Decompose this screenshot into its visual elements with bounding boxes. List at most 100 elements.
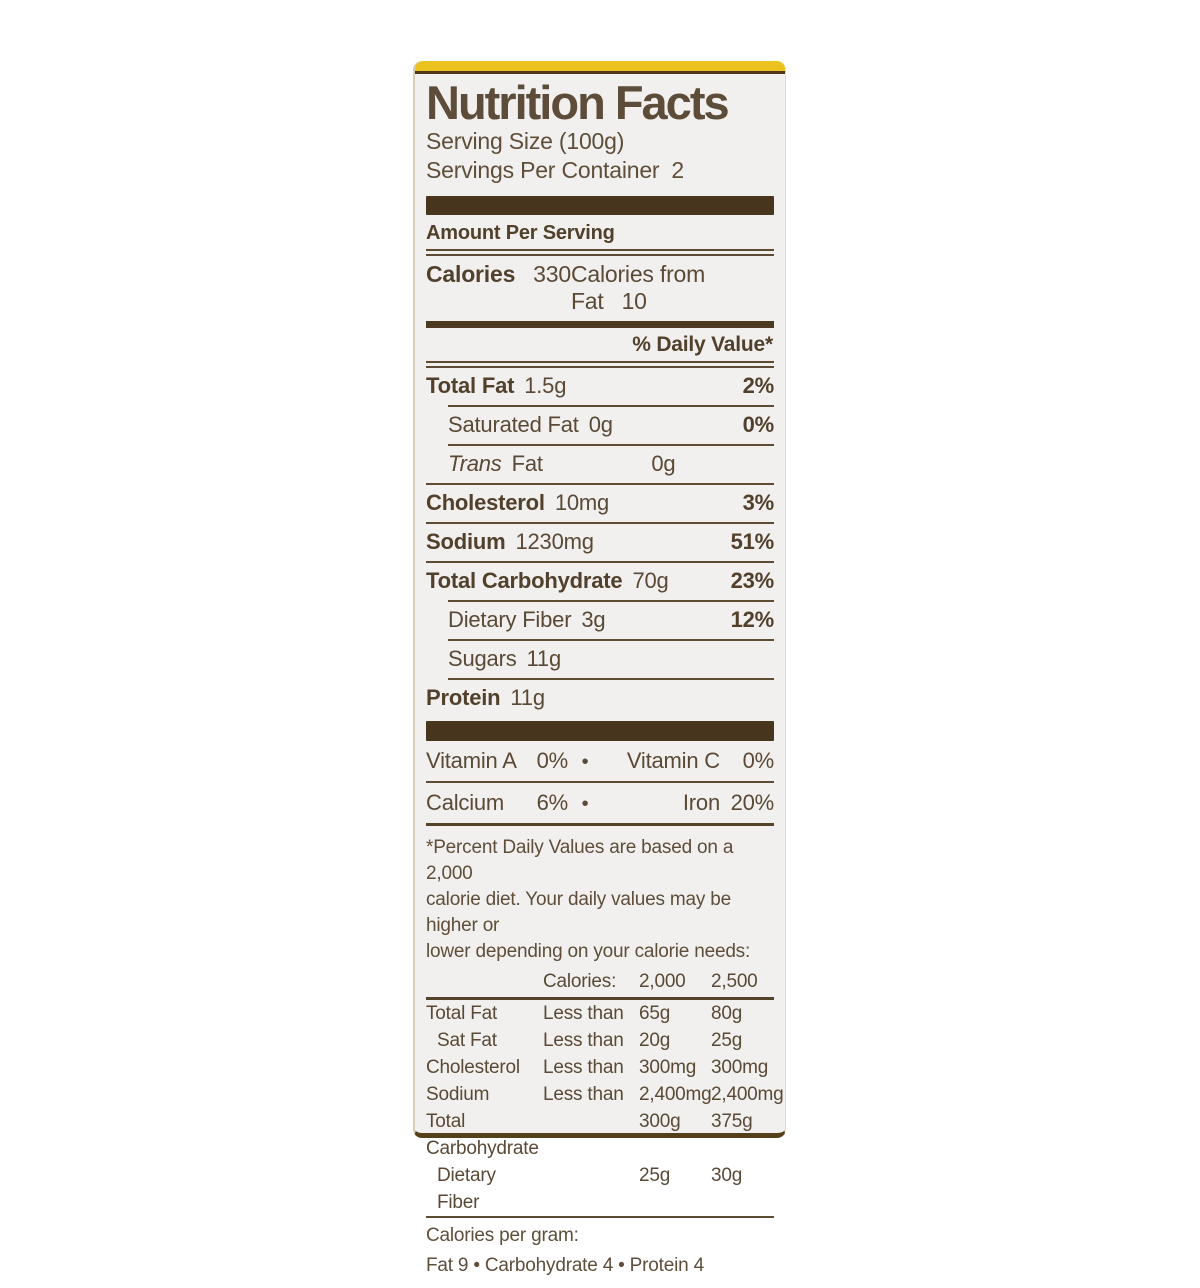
footnote-value-2000: 2,400mg: [639, 1083, 712, 1105]
footnote-line: *Percent Daily Values are based on a 2,0…: [426, 836, 734, 884]
footnote-value-2500: 375g: [711, 1110, 753, 1132]
package-edge-strip: [415, 61, 785, 74]
footnote-value-2000: 25g: [639, 1164, 671, 1186]
nutrient-amount: 1230mg: [515, 528, 594, 554]
rule-indented: [448, 443, 774, 446]
nutrient-row-protein: Protein 11g: [426, 680, 774, 717]
calories-from-fat-label: Calories from Fat: [570, 260, 706, 314]
separator-bar-thick: [426, 720, 774, 741]
footnote-nutrient: Cholesterol: [426, 1056, 520, 1078]
nutrient-name: Total Fat: [426, 372, 515, 398]
vitamin-left-value: 6%: [536, 789, 569, 815]
vitamin-right-name: Vitamin C: [626, 747, 720, 773]
footnote-value-2000: 300g: [639, 1110, 681, 1132]
servings-per-container-value: 2: [671, 156, 684, 183]
amount-per-serving-heading: Amount Per Serving: [426, 221, 615, 244]
nutrition-facts-label: Nutrition Facts Serving Size (100g) Serv…: [413, 61, 786, 1276]
daily-value-header: % Daily Value*: [632, 332, 773, 356]
footnote-value-2500: 25g: [711, 1029, 743, 1051]
vitamin-row-calcium-iron: Calcium 6% • Iron 20%: [426, 783, 774, 823]
nutrient-dv: 2%: [742, 372, 775, 398]
serving-size: Serving Size (100g): [426, 127, 774, 156]
column-2500: 2,500: [711, 970, 758, 992]
servings-per-container: Servings Per Container 2: [426, 156, 774, 185]
rule: [426, 560, 774, 563]
rule-indented: [448, 404, 774, 407]
nutrient-amount: 70g: [632, 567, 669, 593]
vitamin-left-name: Vitamin A: [426, 747, 517, 773]
vitamin-row-a-c: Vitamin A 0% • Vitamin C 0%: [426, 741, 774, 781]
calories-column-label: Calories:: [543, 970, 617, 992]
footnote-value-2000: 300mg: [639, 1056, 697, 1078]
vitamin-right-value: 0%: [742, 747, 775, 773]
bullet-separator: •: [581, 750, 589, 773]
footnote-row-total-fat: Total Fat Less than 65g 80g: [426, 1000, 774, 1027]
calories-value: 330: [533, 260, 571, 287]
nutrient-amount: 11g: [526, 645, 562, 671]
footnote-nutrient: Sodium: [426, 1083, 490, 1105]
footnote-line: lower depending on your calorie needs:: [426, 940, 751, 962]
nutrient-amount: 3g: [581, 606, 606, 632]
footnote-nutrient: Total Carbohydrate: [426, 1110, 539, 1159]
nutrient-row-total-fat: Total Fat 1.5g 2%: [426, 368, 774, 405]
rule: [426, 780, 774, 783]
footnote-row-sodium: Sodium Less than 2,400mg 2,400mg: [426, 1081, 784, 1108]
nutrient-dv: 0%: [742, 411, 775, 437]
footnote-value-2500: 2,400mg: [711, 1083, 784, 1105]
nutrient-amount: 10mg: [554, 489, 610, 515]
rule-indented: [448, 677, 774, 680]
footnote-row-total-carbohydrate: Total Carbohydrate 300g 375g: [426, 1108, 774, 1162]
column-2000: 2,000: [639, 970, 686, 992]
nutrient-row-sodium: Sodium 1230mg 51%: [426, 524, 774, 561]
footnote-nutrient: Total Fat: [426, 1002, 498, 1024]
nutrient-dv: 23%: [730, 567, 775, 593]
footnote-value-2500: 30g: [711, 1164, 743, 1186]
nutrient-row-total-carbohydrate: Total Carbohydrate 70g 23%: [426, 563, 774, 600]
nutrient-name: Total Carbohydrate: [426, 567, 623, 593]
nutrient-row-sugars: Sugars 11g: [426, 641, 774, 678]
footnote-qualifier: Less than: [543, 1083, 624, 1105]
nutrient-name: Dietary Fiber: [448, 606, 572, 632]
nutrient-row-saturated-fat: Saturated Fat 0g 0%: [426, 407, 774, 444]
footnote-qualifier: Less than: [543, 1002, 624, 1024]
footnote-row-sat-fat: Sat Fat Less than 20g 25g: [426, 1027, 774, 1054]
footnote-value-2500: 300mg: [711, 1056, 769, 1078]
nutrient-name: Sugars: [448, 645, 517, 671]
rule-indented: [448, 638, 774, 641]
calories-left: Calories 330: [426, 261, 571, 288]
nutrient-row-trans-fat: Trans Fat 0g: [426, 446, 774, 483]
nutrient-amount: 0g: [651, 450, 676, 476]
rule-indented: [448, 599, 774, 602]
rule-heavy: [426, 996, 774, 1000]
calories-per-gram-values: Fat 9 • Carbohydrate 4 • Protein 4: [426, 1254, 704, 1276]
vitamin-left-name: Calcium: [426, 789, 505, 815]
nutrient-amount: 11g: [510, 684, 545, 710]
vitamin-right-value: 20%: [730, 789, 775, 815]
nutrient-row-dietary-fiber: Dietary Fiber 3g 12%: [426, 602, 774, 639]
calories-from-fat: Calories from Fat 10: [571, 261, 774, 315]
separator-bar-thick: [426, 195, 774, 215]
vitamin-right-name: Iron: [682, 789, 720, 815]
nutrient-name-italic: Trans: [448, 450, 502, 476]
footnote-row-cholesterol: Cholesterol Less than 300mg 300mg: [426, 1054, 774, 1081]
nutrient-dv: 12%: [730, 606, 775, 632]
footnote-qualifier: Less than: [543, 1029, 624, 1051]
nutrient-amount: 1.5g: [524, 372, 567, 398]
nutrient-name: Saturated Fat: [448, 411, 579, 437]
footnote-value-2500: 80g: [711, 1002, 743, 1024]
footnote-qualifier: Less than: [543, 1056, 624, 1078]
footnote-line: calorie diet. Your daily values may be h…: [426, 888, 732, 936]
calories-per-gram-label: Calories per gram:: [426, 1224, 579, 1246]
rule-heavy: [426, 822, 774, 826]
serving-size-text: Serving Size (100g): [426, 127, 625, 154]
nutrient-name: Cholesterol: [426, 489, 545, 515]
footnote-value-2000: 20g: [639, 1029, 671, 1051]
nutrient-row-cholesterol: Cholesterol 10mg 3%: [426, 485, 774, 522]
vitamin-left-value: 0%: [536, 747, 569, 773]
nutrient-amount: 0g: [588, 411, 613, 437]
footnote-value-2000: 65g: [639, 1002, 671, 1024]
nutrient-name: Protein: [426, 684, 501, 710]
nutrient-name-rest: Fat: [511, 450, 543, 476]
footnote-nutrient: Sat Fat: [437, 1029, 497, 1051]
nutrient-name: Sodium: [426, 528, 506, 554]
